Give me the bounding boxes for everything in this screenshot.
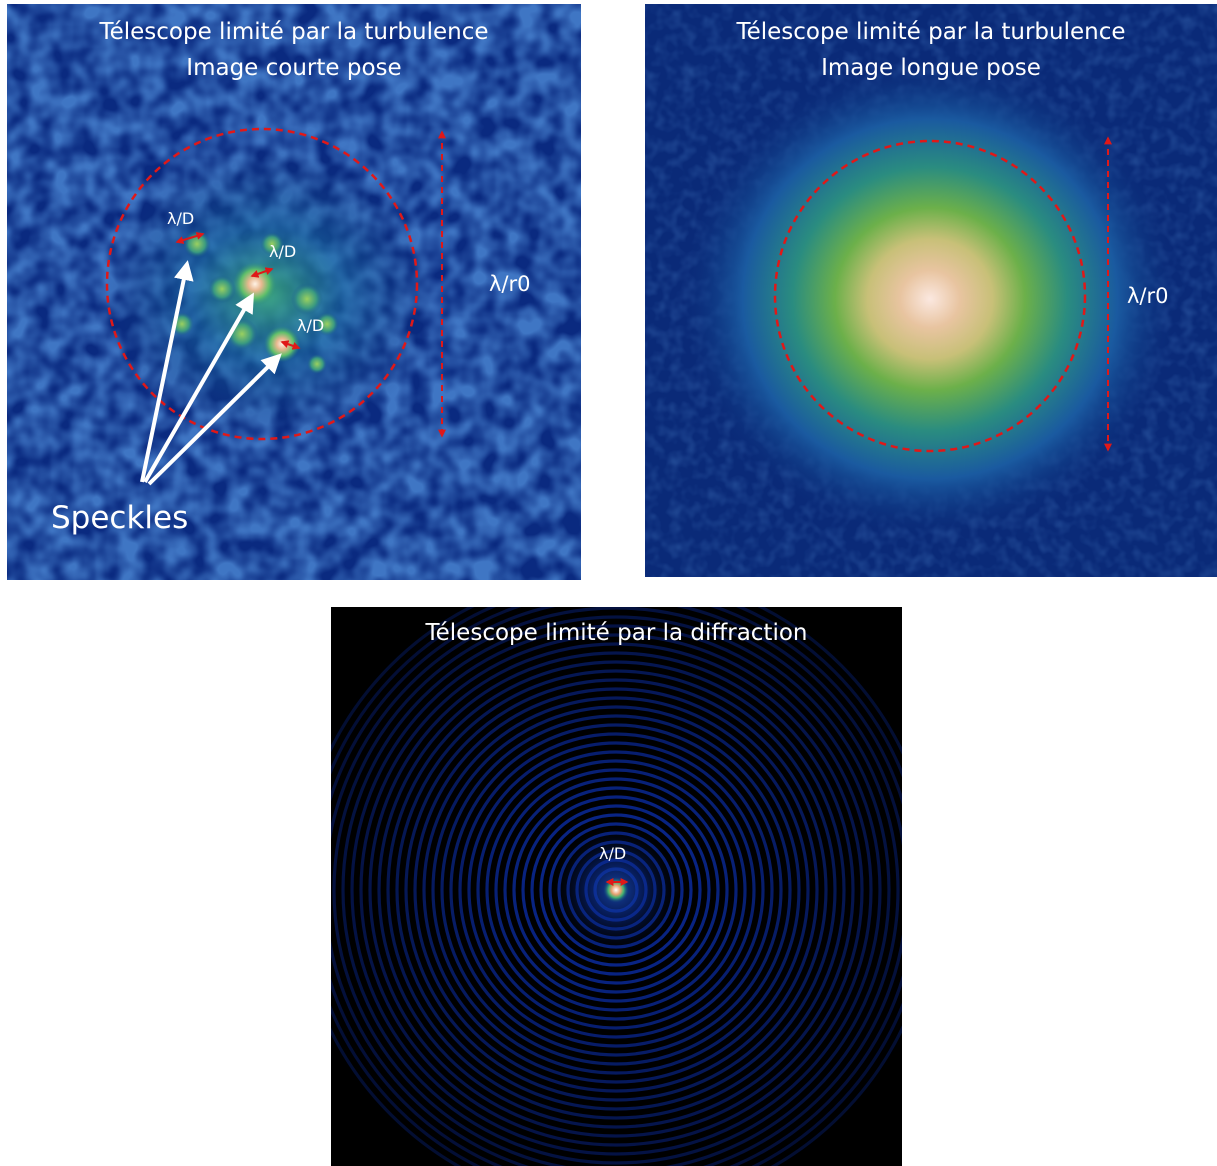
airy-ring bbox=[386, 660, 846, 1120]
airy-ring bbox=[404, 678, 828, 1102]
long-exposure-title-line1: Télescope limité par la turbulence bbox=[736, 19, 1126, 45]
airy-ring bbox=[512, 786, 720, 994]
airy-ring bbox=[530, 804, 702, 976]
speckles-label: Speckles bbox=[51, 500, 189, 536]
airy-ring bbox=[521, 795, 711, 985]
long-exposure-panel: Télescope limité par la turbulence Image… bbox=[645, 4, 1217, 577]
airy-ring bbox=[341, 615, 891, 1165]
lambda-d-label: λ/D bbox=[269, 242, 297, 261]
airy-ring bbox=[395, 669, 837, 1111]
speckle-pointer-arrow bbox=[143, 292, 254, 483]
airy-ring bbox=[368, 642, 864, 1138]
diffraction-title: Télescope limité par la diffraction bbox=[425, 620, 808, 646]
airy-ring bbox=[458, 732, 774, 1048]
long-exposure-image bbox=[645, 4, 1217, 577]
airy-ring bbox=[539, 813, 693, 967]
long-exposure-title-line2: Image longue pose bbox=[821, 55, 1041, 81]
airy-ring bbox=[350, 624, 882, 1156]
short-exposure-title-line1: Télescope limité par la turbulence bbox=[99, 19, 489, 45]
seeing-disk-outline bbox=[773, 139, 1087, 453]
seeing-disk-outline bbox=[105, 127, 419, 441]
short-exposure-speckle-image bbox=[7, 4, 581, 580]
lambda-r0-label: λ/r0 bbox=[489, 272, 531, 296]
airy-ring bbox=[485, 759, 747, 1021]
speckle-pointer-arrow bbox=[147, 353, 282, 486]
airy-ring bbox=[332, 607, 900, 1166]
airy-ring bbox=[476, 750, 756, 1030]
airy-ring bbox=[467, 741, 765, 1039]
airy-ring bbox=[449, 723, 783, 1057]
airy-ring bbox=[377, 651, 855, 1129]
airy-ring bbox=[413, 687, 819, 1093]
diffraction-limited-panel: Télescope limité par la diffraction λ/D bbox=[331, 607, 902, 1166]
lambda-d-label: λ/D bbox=[599, 844, 627, 863]
short-exposure-panel: Télescope limité par la turbulence Image… bbox=[7, 4, 581, 580]
airy-ring bbox=[359, 633, 873, 1147]
airy-ring bbox=[503, 777, 729, 1003]
airy-ring bbox=[494, 768, 738, 1012]
airy-pattern-image bbox=[331, 607, 902, 1166]
lambda-d-label: λ/D bbox=[297, 316, 325, 335]
airy-ring bbox=[440, 714, 792, 1066]
lambda-r0-label: λ/r0 bbox=[1127, 284, 1169, 308]
speckle-pointer-arrow bbox=[140, 260, 194, 483]
short-exposure-title-line2: Image courte pose bbox=[186, 55, 402, 81]
airy-ring bbox=[422, 696, 810, 1084]
airy-ring bbox=[431, 705, 801, 1075]
lambda-d-label: λ/D bbox=[167, 209, 195, 228]
